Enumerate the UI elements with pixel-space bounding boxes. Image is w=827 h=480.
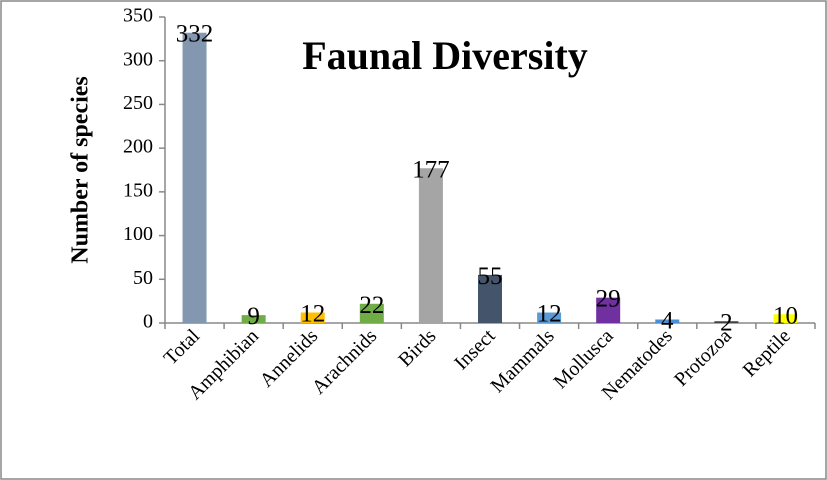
bar (478, 274, 502, 323)
y-tick-label: 150 (123, 179, 153, 201)
value-label: 12 (300, 301, 325, 328)
value-label: 177 (412, 156, 450, 183)
value-label: 2 (720, 309, 733, 336)
y-tick-label: 50 (133, 267, 153, 289)
bar (773, 314, 798, 323)
bar (418, 168, 443, 323)
bar (359, 303, 384, 323)
y-tick-label: 200 (123, 136, 153, 158)
bar (241, 315, 266, 323)
bar (537, 312, 562, 323)
bar (596, 297, 621, 323)
bar (655, 319, 680, 323)
y-tick-label: 250 (123, 92, 153, 114)
value-label: 29 (596, 286, 621, 313)
y-tick-label: 350 (123, 5, 153, 27)
value-label: 55 (478, 263, 503, 290)
value-label: 10 (773, 302, 798, 329)
bar (714, 321, 739, 323)
value-label: 9 (247, 303, 260, 330)
y-tick-label: 100 (123, 223, 153, 245)
y-axis-label: Number of species (68, 76, 94, 264)
value-label: 22 (359, 292, 384, 319)
bar (300, 312, 325, 323)
value-label: 332 (176, 21, 214, 48)
value-label: 4 (661, 308, 674, 335)
chart-title: Faunal Diversity (302, 33, 588, 78)
y-tick-label: 0 (143, 311, 153, 333)
y-tick-label: 300 (123, 48, 153, 70)
bar (182, 32, 207, 323)
value-label: 12 (537, 301, 562, 328)
